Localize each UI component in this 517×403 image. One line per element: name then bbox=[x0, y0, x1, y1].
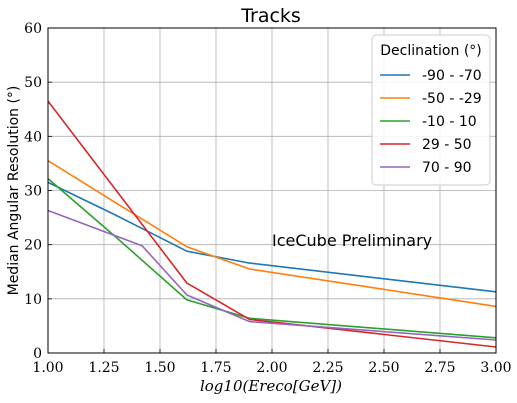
series-line bbox=[47, 209, 497, 341]
series-line bbox=[47, 181, 497, 293]
x-tick-label: 1.50 bbox=[144, 360, 175, 376]
y-tick-label: 0 bbox=[33, 346, 42, 362]
x-tick-label: 2.25 bbox=[312, 360, 343, 376]
series-layer bbox=[47, 100, 497, 348]
series-line bbox=[47, 100, 497, 348]
legend-box bbox=[371, 34, 491, 186]
y-axis-label: Median Angular Resolution (°) bbox=[6, 86, 22, 296]
series-line bbox=[47, 177, 497, 339]
legend-label: -90 - -70 bbox=[422, 68, 482, 84]
legend-label: 29 - 50 bbox=[422, 137, 472, 153]
x-tick-label: 1.75 bbox=[200, 360, 231, 376]
x-tick-label: 2.00 bbox=[256, 360, 287, 376]
y-tick-label: 20 bbox=[24, 238, 42, 254]
x-tick-label: 3.00 bbox=[480, 360, 511, 376]
y-tick-label: 10 bbox=[24, 292, 42, 308]
annotation-text: IceCube Preliminary bbox=[272, 231, 432, 250]
legend: Declination (°) -90 - -70 -50 - -29 -10 - 1… bbox=[371, 34, 491, 186]
legend-title: Declination (°) bbox=[380, 43, 482, 59]
legend-label: 70 - 90 bbox=[422, 160, 472, 176]
legend-label: -10 - 10 bbox=[422, 114, 477, 130]
chart-title: Tracks bbox=[240, 5, 301, 27]
x-tick-label: 2.75 bbox=[424, 360, 455, 376]
legend-label: -50 - -29 bbox=[422, 91, 482, 107]
ticks: 1.00 1.25 1.50 1.75 2.00 2.25 2.50 2.75 3.00 0 10 2… bbox=[24, 21, 511, 376]
series-line bbox=[47, 160, 497, 308]
y-tick-label: 40 bbox=[24, 129, 42, 145]
y-tick-label: 50 bbox=[24, 75, 42, 91]
x-tick-label: 1.25 bbox=[88, 360, 119, 376]
y-tick-label: 60 bbox=[24, 21, 42, 37]
x-tick-label: 1.00 bbox=[32, 360, 63, 376]
x-axis-label: log10(Ereco[GeV]) bbox=[200, 377, 342, 395]
x-tick-label: 2.50 bbox=[368, 360, 399, 376]
y-tick-label: 30 bbox=[24, 184, 42, 200]
